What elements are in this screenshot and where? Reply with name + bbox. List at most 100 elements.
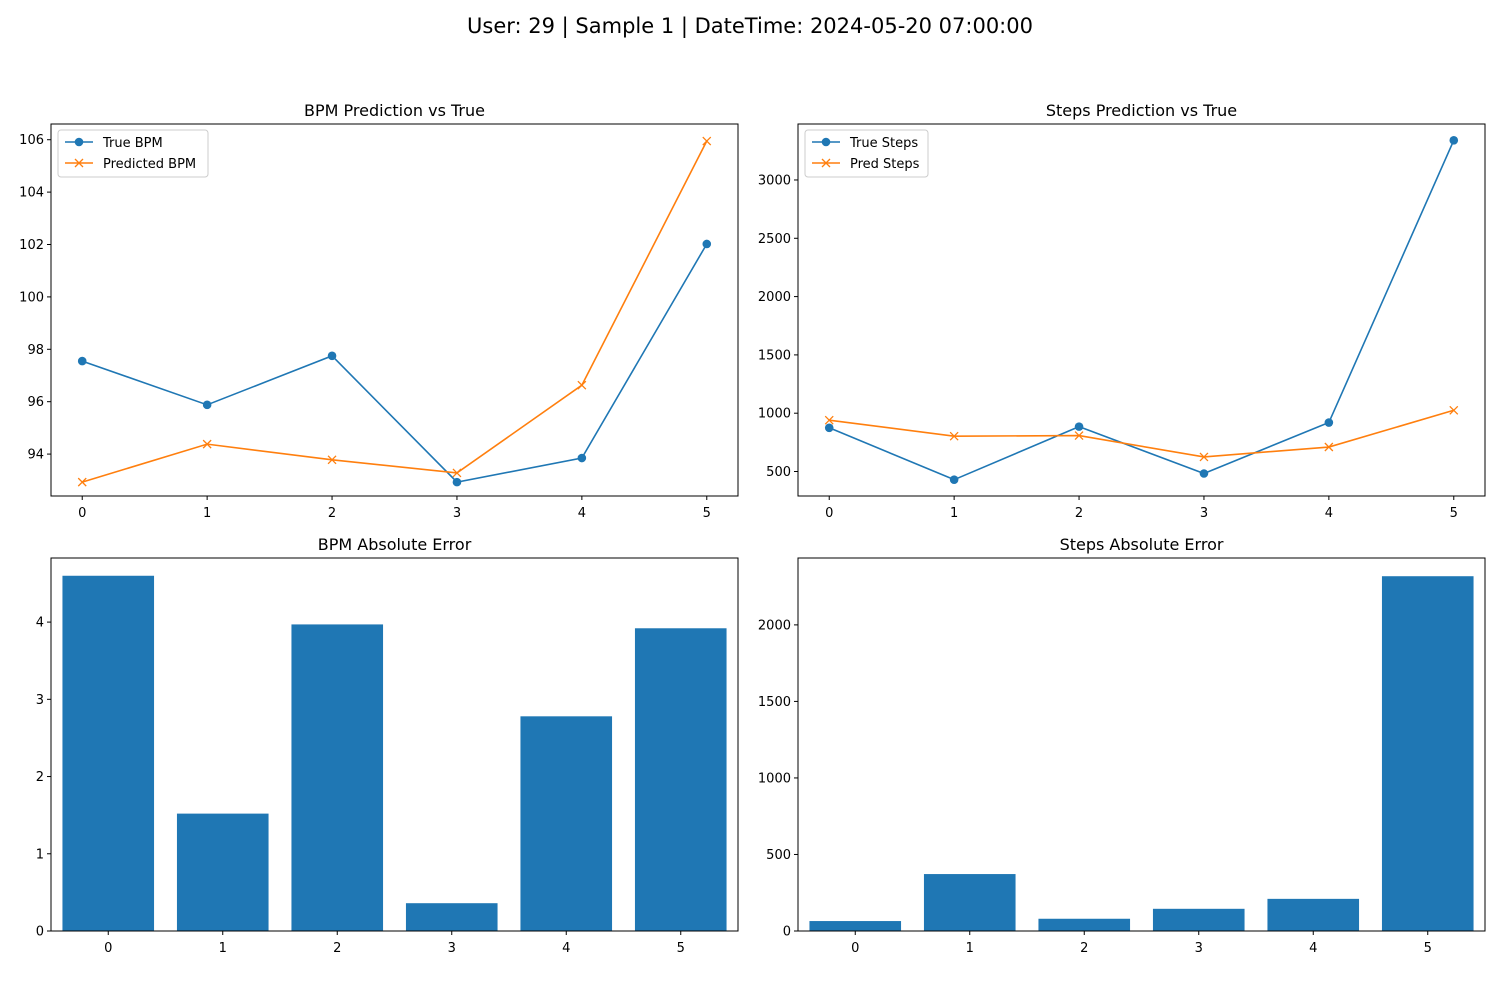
point-1-0 (77, 477, 87, 487)
y-tick-label: 104 (19, 186, 44, 201)
bar-5 (1381, 576, 1474, 931)
y-tick-label: 2000 (758, 290, 791, 305)
x-tick-label: 4 (1309, 941, 1317, 956)
y-tick-label: 3 (36, 693, 44, 708)
point-1-1 (202, 439, 212, 449)
bar-4 (520, 716, 613, 931)
x-tick-label: 3 (453, 506, 461, 521)
x-tick-label: 2 (333, 941, 341, 956)
panel-bpm-error: BPM Absolute Error 0 1 2 3 4 5 0 1 2 3 4 (36, 535, 739, 956)
y-tick-label: 1000 (758, 771, 791, 786)
x-tick-label: 2 (1080, 941, 1088, 956)
axes-frame (50, 557, 739, 932)
y-tick-label: 500 (766, 465, 791, 480)
series-line-0 (828, 140, 1455, 481)
legend: True BPM Predicted BPM (57, 129, 209, 178)
point-0-2 (1074, 422, 1084, 431)
chart-title: Steps Absolute Error (1060, 535, 1224, 554)
x-tick-label: 1 (203, 506, 211, 521)
point-0-3 (1199, 469, 1209, 478)
point-0-1 (949, 475, 959, 484)
point-0-4 (577, 453, 587, 463)
y-tick-label: 102 (19, 238, 44, 253)
x-tick-label: 3 (1200, 506, 1208, 521)
point-0-0 (77, 356, 87, 366)
y-tick-label: 1500 (758, 695, 791, 710)
point-1-2 (1074, 431, 1084, 441)
point-0-4 (1324, 418, 1334, 427)
x-tick-label: 3 (448, 941, 456, 956)
bar-2 (291, 624, 384, 931)
series-line-1 (829, 409, 1454, 458)
point-1-1 (949, 431, 959, 441)
y-tick-label: 96 (27, 395, 44, 410)
point-0-3 (452, 477, 462, 487)
point-1-4 (577, 380, 587, 390)
point-0-1 (202, 400, 212, 410)
y-tick-label: 0 (36, 925, 44, 940)
y-tick-label: 3000 (758, 173, 791, 188)
chart-title: BPM Absolute Error (318, 535, 472, 554)
y-tick-label: 1500 (758, 348, 791, 363)
point-1-3 (1199, 452, 1209, 462)
x-tick-label: 0 (78, 506, 86, 521)
panel-steps-line: Steps Prediction vs True 0 1 2 3 4 5 500 1000 150… (758, 101, 1486, 521)
point-1-4 (1324, 442, 1334, 452)
x-tick-label: 2 (328, 506, 336, 521)
legend-marker (821, 137, 831, 147)
bar-4 (1267, 898, 1360, 931)
bar-0 (62, 575, 155, 931)
y-tick-label: 100 (19, 290, 44, 305)
axes-frame (797, 557, 1486, 932)
y-tick-label: 2 (36, 770, 44, 785)
y-tick-label: 2500 (758, 232, 791, 247)
x-tick-label: 0 (851, 941, 859, 956)
y-tick-label: 500 (766, 848, 791, 863)
x-tick-label: 4 (562, 941, 570, 956)
x-tick-label: 1 (950, 506, 958, 521)
x-tick-label: 0 (104, 941, 112, 956)
legend-box (57, 129, 209, 178)
legend-label: Predicted BPM (103, 157, 196, 172)
y-tick-label: 98 (27, 343, 44, 358)
bar-3 (405, 903, 498, 931)
x-tick-label: 0 (825, 506, 833, 521)
x-tick-label: 5 (677, 941, 685, 956)
point-0-2 (327, 351, 337, 361)
bar-0 (809, 921, 902, 931)
y-tick-label: 4 (36, 616, 44, 631)
panel-bpm-line: BPM Prediction vs True 0 1 2 3 4 5 94 96 98 100 102… (19, 101, 739, 521)
x-tick-label: 1 (966, 941, 974, 956)
y-tick-label: 1 (36, 847, 44, 862)
y-tick-label: 106 (19, 133, 44, 148)
point-1-5 (702, 136, 712, 146)
point-1-2 (327, 455, 337, 465)
point-1-5 (1449, 405, 1459, 415)
bar-3 (1152, 908, 1245, 931)
legend-marker (74, 158, 84, 168)
point-1-3 (452, 468, 462, 478)
bar-1 (923, 874, 1016, 931)
x-tick-label: 4 (1325, 506, 1333, 521)
chart-title: BPM Prediction vs True (304, 101, 485, 120)
legend-label: Pred Steps (850, 157, 920, 172)
x-tick-label: 1 (219, 941, 227, 956)
y-tick-label: 94 (27, 448, 44, 463)
point-0-0 (824, 423, 834, 433)
axes-frame (797, 123, 1486, 497)
x-tick-label: 2 (1075, 506, 1083, 521)
x-tick-label: 3 (1195, 941, 1203, 956)
x-tick-label: 5 (1424, 941, 1432, 956)
x-tick-label: 5 (1450, 506, 1458, 521)
point-1-0 (824, 415, 834, 425)
bar-1 (176, 813, 269, 931)
y-tick-label: 2000 (758, 618, 791, 633)
bar-5 (634, 628, 727, 931)
legend-label: True BPM (102, 136, 163, 151)
series-line-1 (81, 140, 708, 483)
chart-title: Steps Prediction vs True (1046, 101, 1237, 120)
point-0-5 (702, 239, 712, 249)
series-line-0 (81, 243, 708, 483)
legend: True Steps Pred Steps (804, 129, 929, 178)
